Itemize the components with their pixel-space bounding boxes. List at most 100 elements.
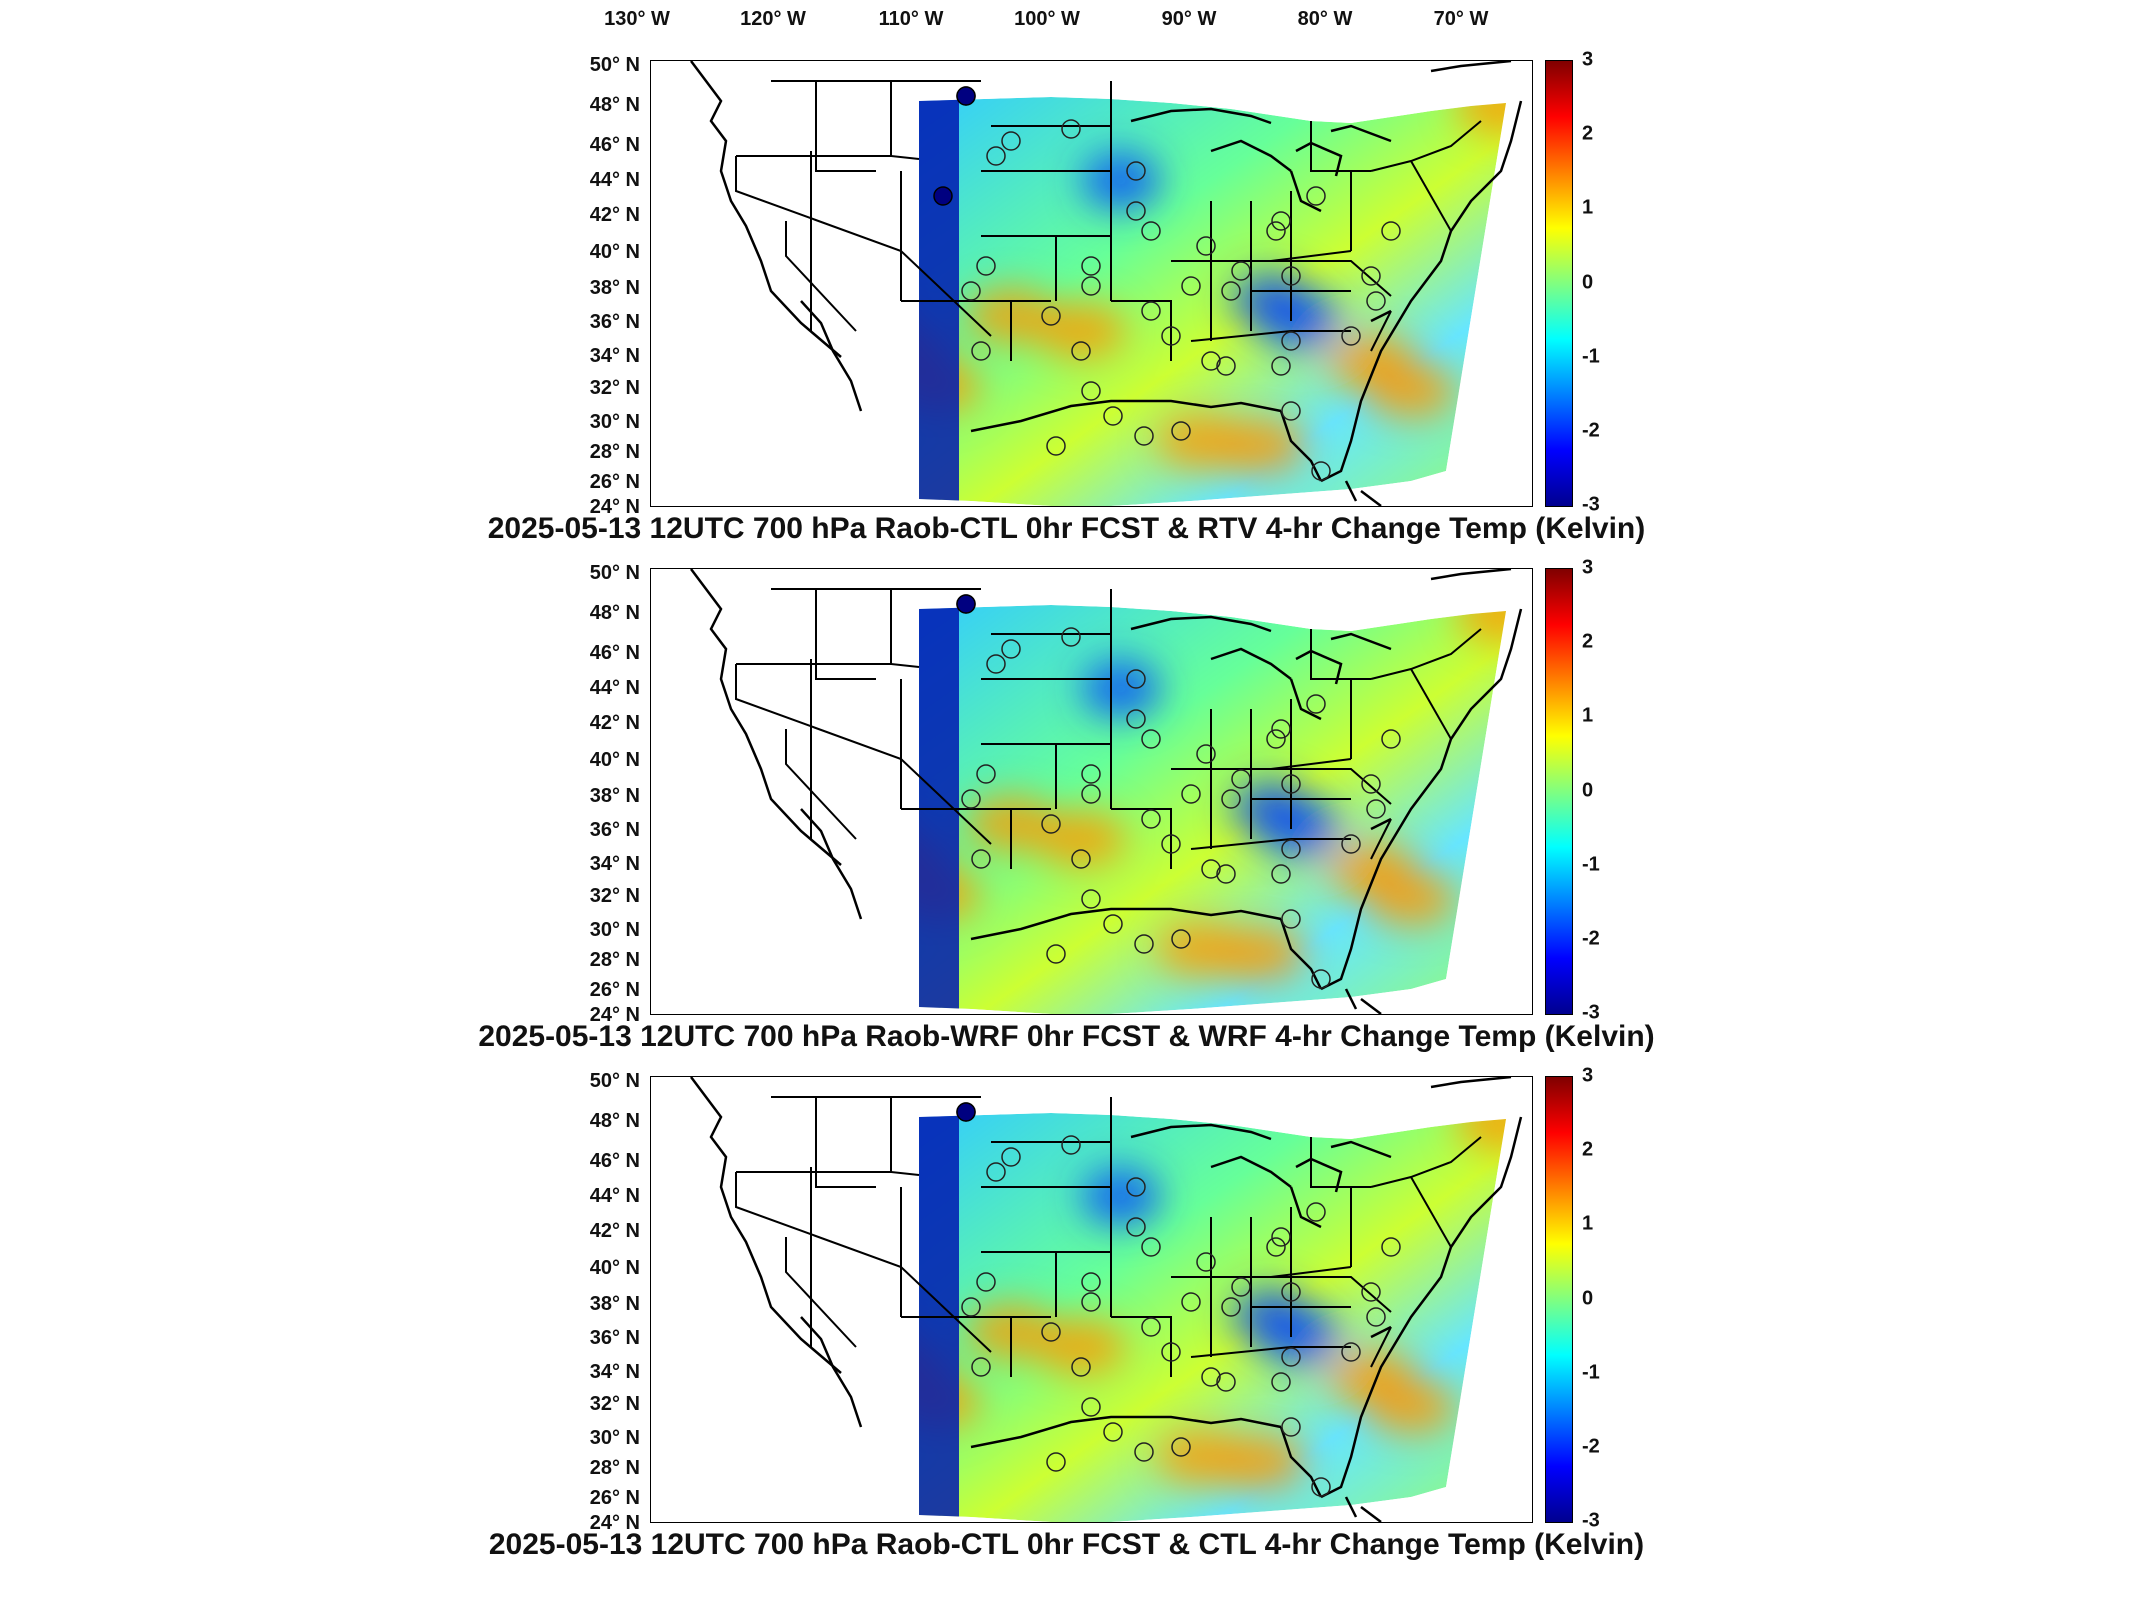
coastline: [800, 808, 863, 920]
state-border: [1111, 300, 1172, 361]
latitude-label: 26° N: [589, 471, 640, 493]
latitude-label: 42° N: [589, 204, 640, 226]
longitude-label: 80° W: [1297, 8, 1353, 30]
coastline: [1279, 410, 1323, 482]
coastline: [1360, 998, 1382, 1014]
coastline: [1289, 1186, 1322, 1229]
latitude-label: 48° N: [589, 94, 640, 116]
raob-station-marker: [1103, 1422, 1123, 1442]
colorbar-tick-label: 2: [1582, 630, 1594, 653]
raob-station-marker: [1103, 914, 1123, 934]
raob-station-marker: [1231, 261, 1251, 281]
latitude-label: 28° N: [589, 441, 640, 463]
raob-station-marker: [1341, 834, 1361, 854]
state-border: [1190, 330, 1351, 342]
state-border: [1271, 1276, 1392, 1313]
coastline: [1330, 632, 1392, 651]
raob-station-marker: [1161, 1342, 1181, 1362]
raob-station-marker: [1361, 774, 1381, 794]
latitude-label: 38° N: [589, 785, 640, 807]
raob-station-marker: [1366, 1307, 1386, 1327]
raob-station-marker: [1081, 256, 1101, 276]
coastline: [1210, 647, 1292, 680]
raob-station-marker: [1216, 1372, 1236, 1392]
warm-anomaly: [1456, 605, 1506, 642]
colorbar: [1545, 1076, 1573, 1523]
raob-station-marker: [1126, 161, 1146, 181]
raob-station-marker: [1126, 201, 1146, 221]
cool-anomaly: [721, 411, 801, 471]
colorbar-tick-label: -1: [1582, 1361, 1600, 1384]
raob-station-marker: [1266, 221, 1286, 241]
latitude-label: 40° N: [589, 241, 640, 263]
raob-station-marker: [1081, 1397, 1101, 1417]
state-border: [1271, 260, 1392, 297]
state-border: [815, 589, 876, 680]
latitude-label: 34° N: [589, 345, 640, 367]
latitude-label: 42° N: [589, 1220, 640, 1242]
state-border: [1190, 1346, 1351, 1358]
state-border: [1410, 668, 1452, 740]
coastline: [1130, 107, 1272, 125]
colorbar-tick-label: -1: [1582, 345, 1600, 368]
latitude-label: 34° N: [589, 1361, 640, 1383]
raob-station-marker: [1061, 119, 1081, 139]
latitude-label: 36° N: [589, 1327, 640, 1349]
latitude-label: 50° N: [589, 54, 640, 76]
coastline: [1289, 170, 1322, 213]
raob-station-marker: [1181, 276, 1201, 296]
raob-station-marker: [1141, 1237, 1161, 1257]
map-svg: [690, 61, 1523, 506]
raob-station-marker: [1306, 694, 1326, 714]
state-border: [1271, 768, 1392, 805]
colorbar-tick-label: 1: [1582, 1212, 1594, 1235]
raob-station-marker: [1134, 426, 1154, 446]
raob-station-marker: [1366, 799, 1386, 819]
raob-station-marker: [1126, 1217, 1146, 1237]
raob-station-marker: [1216, 864, 1236, 884]
raob-station-marker: [1134, 1442, 1154, 1462]
raob-station-marker: [1171, 929, 1191, 949]
latitude-label: 40° N: [589, 1257, 640, 1279]
colorbar-tick-label: 3: [1582, 1064, 1594, 1087]
latitude-label: 50° N: [589, 1070, 640, 1092]
raob-station-marker: [1221, 1297, 1241, 1317]
state-border: [1410, 1176, 1452, 1248]
latitude-label: 30° N: [589, 919, 640, 941]
raob-station-marker: [976, 1272, 996, 1292]
raob-station-marker: [1126, 1177, 1146, 1197]
colorbar-tick-label: 1: [1582, 704, 1594, 727]
warm-anomaly: [816, 796, 906, 852]
raob-station-marker: [1041, 1322, 1061, 1342]
raob-station-marker: [933, 186, 953, 206]
state-border: [785, 729, 857, 840]
raob-station-marker: [956, 1102, 976, 1122]
state-border: [1410, 160, 1452, 232]
raob-station-marker: [1141, 729, 1161, 749]
raob-station-marker: [961, 281, 981, 301]
coastline: [1295, 1157, 1343, 1193]
state-border: [735, 1172, 992, 1353]
state-border: [1111, 808, 1172, 869]
raob-station-marker: [1171, 421, 1191, 441]
warm-anomaly: [1036, 811, 1126, 867]
raob-station-marker: [1141, 301, 1161, 321]
raob-station-marker: [1281, 331, 1301, 351]
raob-station-marker: [1196, 236, 1216, 256]
latitude-label: 36° N: [589, 311, 640, 333]
coastline: [970, 399, 1282, 433]
raob-station-marker: [1271, 356, 1291, 376]
raob-station-marker: [1201, 859, 1221, 879]
raob-stations: [933, 86, 1401, 481]
latitude-label: 26° N: [589, 1487, 640, 1509]
state-borders: [735, 588, 1482, 869]
temperature-change-field: [919, 1113, 1506, 1522]
longitude-label: 70° W: [1433, 8, 1489, 30]
latitude-label: 44° N: [589, 169, 640, 191]
raob-station-marker: [1046, 944, 1066, 964]
coastline: [1360, 490, 1382, 506]
latitude-label: 30° N: [589, 1427, 640, 1449]
raob-station-marker: [971, 849, 991, 869]
state-border: [1370, 1136, 1482, 1188]
warm-anomaly: [1456, 1113, 1506, 1150]
